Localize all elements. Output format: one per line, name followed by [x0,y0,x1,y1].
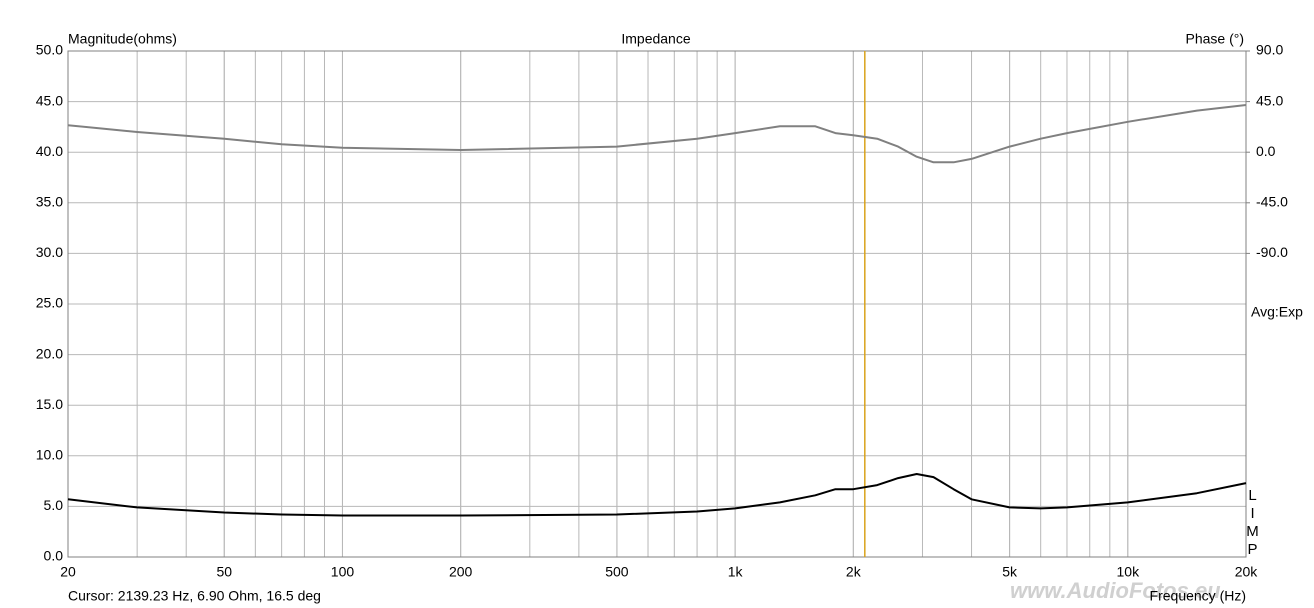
x-tick-label: 2k [846,564,862,580]
x-tick-label: 100 [331,564,355,580]
y2-tick-label: 45.0 [1256,92,1283,108]
x-tick-label: 1k [728,564,744,580]
y2-tick-label: 0.0 [1256,143,1276,159]
x-tick-label: 10k [1117,564,1141,580]
y2-tick-label: 90.0 [1256,42,1283,58]
cursor-readout: Cursor: 2139.23 Hz, 6.90 Ohm, 16.5 deg [68,588,321,604]
y2-tick-label: -90.0 [1256,244,1288,260]
x-tick-label: 500 [605,564,629,580]
y2-tick-label: -45.0 [1256,194,1288,210]
trace-label: LIMP [1244,487,1261,559]
y-tick-label: 25.0 [36,295,63,311]
y-tick-label: 35.0 [36,194,63,210]
y-tick-label: 10.0 [36,447,63,463]
x-tick-label: 200 [449,564,473,580]
y-tick-label: 0.0 [44,548,64,564]
y-tick-label: 5.0 [44,497,64,513]
x-tick-label: 5k [1002,564,1018,580]
x-tick-label: 50 [216,564,232,580]
y-tick-label: 30.0 [36,244,63,260]
y-tick-label: 20.0 [36,345,63,361]
y-tick-label: 15.0 [36,396,63,412]
y-tick-label: 50.0 [36,42,63,58]
y2-axis-label: Phase (°) [1185,31,1244,47]
x-tick-label: 20k [1235,564,1259,580]
series-line [67,104,1247,164]
x-tick-label: 20 [60,564,76,580]
y-axis-label: Magnitude(ohms) [68,31,177,47]
series-line [67,473,1247,517]
plot-frame [67,50,1247,558]
y-tick-label: 40.0 [36,143,63,159]
watermark: www.AudioFotos.eu [1010,578,1221,603]
x-axis-label: Frequency (Hz) [1150,588,1246,604]
y-tick-label: 45.0 [36,92,63,108]
averaging-label: Avg:Exp [1251,304,1303,320]
chart-title: Impedance [621,31,690,47]
